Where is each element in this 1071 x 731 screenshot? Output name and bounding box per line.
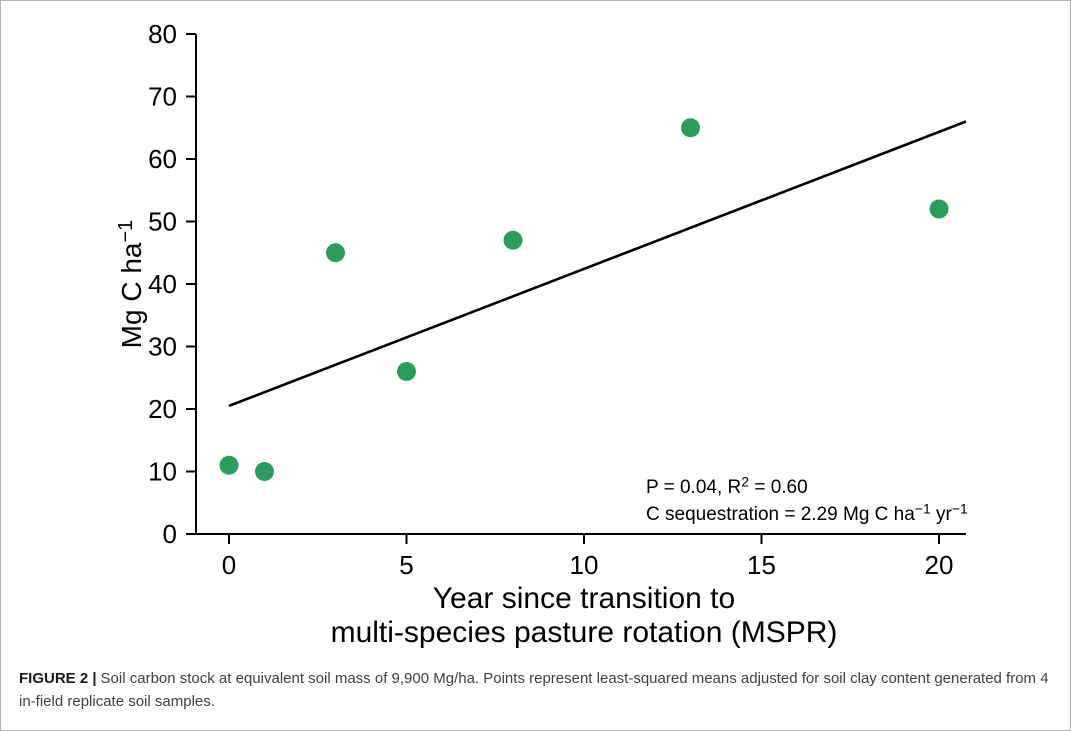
x-tick-label: 15 bbox=[747, 550, 776, 580]
axis-lines bbox=[195, 34, 966, 535]
x-tick-label: 5 bbox=[399, 550, 413, 580]
y-axis-title: Mg C ha−1 bbox=[115, 220, 147, 349]
data-point bbox=[397, 362, 416, 381]
figure-caption-label: FIGURE 2 | bbox=[19, 670, 97, 687]
data-point bbox=[219, 455, 239, 475]
data-point bbox=[326, 243, 345, 263]
figure-caption-text: Soil carbon stock at equivalent soil mas… bbox=[19, 670, 1049, 710]
stats-annotation: C sequestration = 2.29 Mg C ha−1 yr−1 bbox=[646, 501, 968, 525]
y-tick-label: 10 bbox=[148, 457, 177, 487]
y-tick-label: 70 bbox=[148, 82, 177, 112]
y-tick-label: 20 bbox=[148, 394, 177, 424]
figure-caption: FIGURE 2 | Soil carbon stock at equivalen… bbox=[1, 656, 1070, 713]
y-tick-label: 60 bbox=[148, 144, 177, 174]
trend-line bbox=[228, 120, 967, 408]
y-tick-label: 30 bbox=[148, 332, 177, 362]
data-point bbox=[929, 199, 949, 219]
x-tick-label: 10 bbox=[570, 550, 599, 580]
y-tick-label: 0 bbox=[163, 519, 177, 549]
scatter-plot: 0 10 20 30 40 50 60 70 80 0 5 10 15 20 Mg C ha−1 Year s… bbox=[115, 19, 968, 649]
data-point bbox=[503, 230, 523, 250]
x-axis-title: multi-species pasture rotation (MSPR) bbox=[331, 616, 838, 649]
y-tick-label: 80 bbox=[148, 19, 177, 49]
y-tick-label: 40 bbox=[148, 269, 177, 299]
x-tick-label: 20 bbox=[925, 550, 954, 580]
x-axis-title: Year since transition to bbox=[433, 582, 735, 615]
data-point bbox=[681, 118, 700, 138]
y-tick-label: 50 bbox=[148, 207, 177, 237]
x-tick-label: 0 bbox=[222, 550, 236, 580]
chart-area: 0 10 20 30 40 50 60 70 80 0 5 10 15 20 Mg C ha−1 Year s… bbox=[1, 1, 1070, 656]
stats-annotation: P = 0.04, R2 = 0.60 bbox=[646, 474, 808, 498]
data-point bbox=[255, 462, 274, 481]
